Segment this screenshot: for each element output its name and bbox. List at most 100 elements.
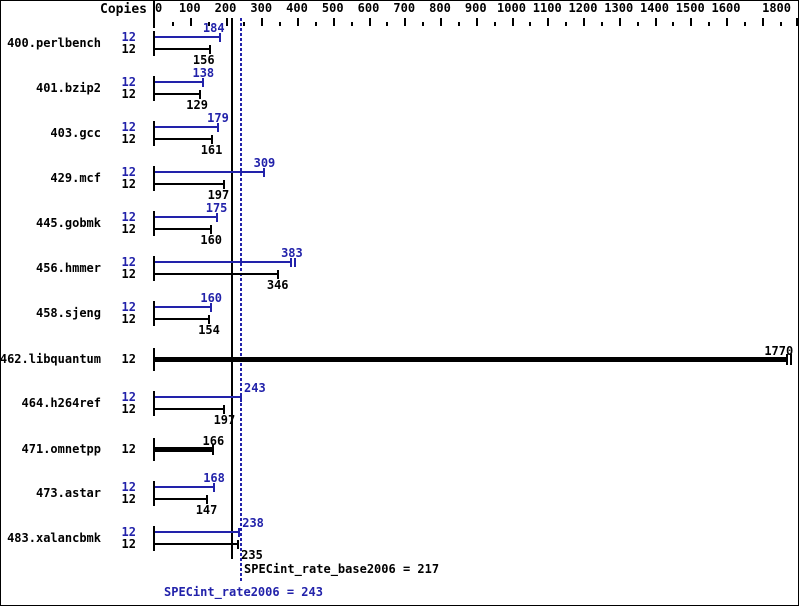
peak-bar-endcap bbox=[215, 213, 218, 222]
peak-value-label: 238 bbox=[242, 516, 264, 530]
axis-tick-minor bbox=[243, 22, 246, 26]
axis-tick-minor bbox=[493, 22, 496, 26]
bar-start-cap bbox=[153, 121, 155, 146]
copies-value-peak: 12 bbox=[121, 30, 136, 44]
axis-tick-minor bbox=[708, 22, 711, 26]
copies-value-peak: 12 bbox=[121, 165, 136, 179]
axis-tick-label: 1500 bbox=[675, 1, 705, 15]
axis-tick-minor bbox=[171, 22, 174, 26]
base-value-label: 235 bbox=[241, 548, 263, 562]
base-bar-endcap bbox=[199, 90, 202, 99]
axis-tick-major bbox=[440, 18, 442, 26]
copies-value-base: 12 bbox=[121, 537, 136, 551]
benchmark-label: 445.gobmk bbox=[35, 216, 101, 230]
bar-start-cap bbox=[153, 211, 155, 236]
base-value-label: 197 bbox=[213, 413, 236, 427]
copies-value-base: 12 bbox=[121, 132, 136, 146]
merged-bar bbox=[155, 357, 787, 362]
base-bar bbox=[155, 138, 212, 140]
copies-value-peak: 12 bbox=[121, 75, 136, 89]
bar-start-cap bbox=[153, 166, 155, 191]
merged-value-label: 1770 bbox=[764, 344, 794, 358]
axis-tick-major bbox=[690, 18, 693, 26]
copies-value: 12 bbox=[121, 352, 136, 366]
copies-value-base: 12 bbox=[121, 312, 136, 326]
peak-bar-endcap bbox=[238, 528, 241, 537]
base-bar bbox=[155, 498, 207, 500]
peak-value-label: 179 bbox=[207, 111, 229, 125]
axis-tick-label: 1000 bbox=[497, 1, 526, 15]
base-bar bbox=[155, 228, 212, 230]
peak-value-label: 175 bbox=[205, 201, 228, 215]
peak-bar-endcap bbox=[213, 483, 216, 492]
benchmark-label: 429.mcf bbox=[50, 171, 101, 185]
merged-value-label: 166 bbox=[202, 434, 225, 448]
axis-tick-label: 1600 bbox=[711, 1, 741, 15]
copies-value-base: 12 bbox=[121, 42, 136, 56]
peak-bar bbox=[155, 216, 217, 218]
axis-tick-label: 500 bbox=[321, 1, 344, 15]
bar-start-cap bbox=[153, 526, 155, 551]
axis-tick-minor bbox=[636, 22, 639, 26]
axis-tick-minor bbox=[600, 22, 603, 26]
base-value-label: 129 bbox=[186, 98, 208, 112]
benchmark-label: 400.perlbench bbox=[7, 36, 101, 50]
peak-bar bbox=[155, 396, 241, 398]
copies-value-base: 12 bbox=[121, 267, 136, 281]
benchmark-label: 456.hmmer bbox=[35, 261, 101, 275]
copies-value-base: 12 bbox=[121, 87, 136, 101]
axis-tick-label: 1300 bbox=[604, 1, 634, 15]
merged-bar-endcap bbox=[212, 444, 215, 455]
benchmark-label: 464.h264ref bbox=[21, 396, 101, 410]
peak-mean-reference-line bbox=[239, 18, 242, 583]
base-bar-endcap bbox=[223, 180, 226, 189]
base-bar bbox=[155, 48, 210, 50]
axis-tick-label: 0 bbox=[155, 1, 163, 15]
axis-tick-label: 800 bbox=[429, 1, 451, 15]
bar-start-cap bbox=[153, 301, 155, 326]
peak-bar-endcap bbox=[289, 258, 292, 267]
axis-tick-label: 1400 bbox=[640, 1, 669, 15]
peak-value-label: 184 bbox=[202, 21, 225, 35]
copies-value-peak: 12 bbox=[121, 390, 136, 404]
base-bar bbox=[155, 93, 201, 95]
benchmark-label: 403.gcc bbox=[50, 126, 101, 140]
copies-value-peak: 12 bbox=[121, 480, 136, 494]
base-bar bbox=[155, 273, 278, 275]
peak-bar-endcap bbox=[239, 393, 242, 402]
copies-value-base: 12 bbox=[121, 402, 136, 416]
bar-start-cap bbox=[153, 76, 155, 101]
base-value-label: 160 bbox=[200, 233, 223, 247]
axis-tick-major bbox=[547, 18, 550, 26]
peak-bar bbox=[155, 486, 215, 488]
axis-tick-label: 1100 bbox=[532, 1, 562, 15]
benchmark-label: 473.astar bbox=[35, 486, 101, 500]
copies-value-base: 12 bbox=[121, 177, 136, 191]
peak-bar-endcap bbox=[210, 303, 213, 312]
copies-value-peak: 12 bbox=[121, 255, 136, 269]
axis-tick-major bbox=[654, 18, 657, 26]
axis-tick-label: 200 bbox=[214, 1, 237, 15]
peak-bar-endcap bbox=[263, 168, 266, 177]
base-value-label: 154 bbox=[198, 323, 220, 337]
copies-value: 12 bbox=[121, 442, 136, 456]
benchmark-label: 458.sjeng bbox=[35, 306, 101, 320]
peak-bar bbox=[155, 171, 265, 173]
bar-start-cap bbox=[153, 481, 155, 506]
axis-tick-major bbox=[297, 18, 299, 26]
axis-tick-label: 100 bbox=[178, 1, 201, 15]
base-bar bbox=[155, 318, 210, 320]
axis-tick-minor bbox=[279, 22, 282, 26]
axis-tick-minor bbox=[779, 22, 782, 26]
base-bar-endcap bbox=[223, 405, 226, 414]
axis-tick-major bbox=[618, 18, 621, 26]
bar-start-cap bbox=[153, 348, 155, 371]
axis-tick-minor bbox=[422, 22, 425, 26]
base-bar bbox=[155, 408, 225, 410]
peak-value-label: 138 bbox=[192, 66, 215, 80]
peak-bar bbox=[155, 306, 212, 308]
base-bar-endcap bbox=[210, 225, 213, 234]
base-value-label: 147 bbox=[195, 503, 218, 517]
axis-tick-major bbox=[261, 18, 264, 26]
axis-tick-minor bbox=[457, 22, 460, 26]
